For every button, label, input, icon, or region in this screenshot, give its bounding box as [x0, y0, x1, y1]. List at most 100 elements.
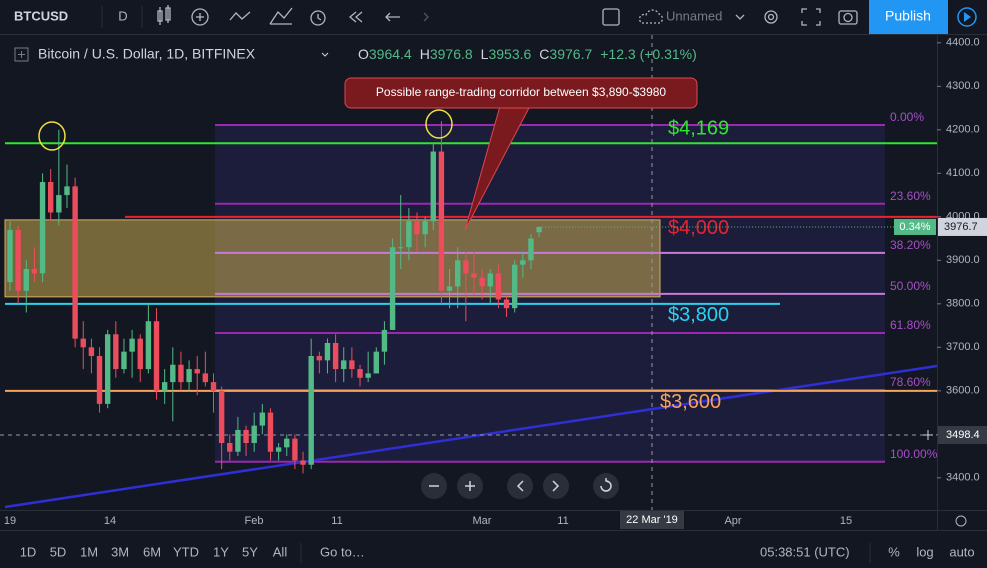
level-label: $3,600 — [660, 391, 721, 413]
candle-body — [235, 429, 241, 452]
play-icon[interactable] — [957, 7, 977, 27]
candle-body — [332, 342, 339, 370]
candle-body — [210, 382, 217, 391]
range-button[interactable]: 3M — [111, 544, 129, 559]
candle-body — [414, 221, 420, 235]
candle-body — [96, 356, 103, 404]
price-tag — [938, 217, 987, 236]
fullscreen-icon[interactable] — [801, 8, 821, 26]
snapshot-icon[interactable] — [838, 10, 858, 25]
goto-button[interactable]: Go to… — [320, 544, 365, 559]
candle-body — [349, 360, 355, 370]
chart-type-icon[interactable] — [157, 5, 171, 25]
candle-body — [373, 351, 379, 374]
y-tick-label: 4100.0 — [946, 167, 980, 179]
range-button[interactable]: 5Y — [242, 544, 258, 559]
crosshair-plus[interactable] — [923, 430, 933, 441]
publish-button[interactable] — [869, 0, 948, 34]
candle-body — [455, 260, 461, 287]
candle-body — [292, 438, 298, 461]
axis-settings[interactable] — [955, 515, 967, 527]
change-tag — [894, 218, 936, 235]
ohlc-value: 3964.4 — [369, 46, 412, 62]
crosshair-price-label: 3498.4 — [946, 429, 980, 441]
toolbar: BTCUSD D Unnamed Publish — [0, 0, 987, 35]
legend-toggle[interactable] — [14, 47, 29, 62]
redo-icon[interactable] — [423, 12, 429, 22]
candle-body — [48, 182, 54, 213]
cloud-icon — [638, 9, 664, 24]
candle-body — [259, 412, 266, 426]
x-tick-label: 19 — [4, 515, 16, 527]
candle-body — [202, 373, 209, 383]
candle-body — [31, 269, 38, 274]
candle-body — [178, 364, 184, 383]
nav-button[interactable] — [543, 473, 569, 499]
settings-icon[interactable] — [764, 10, 778, 24]
nav-button[interactable] — [507, 473, 533, 499]
fib-label: 23.60% — [890, 189, 931, 203]
legend: Bitcoin / U.S. Dollar, 1D, BITFINEX O396… — [14, 46, 697, 62]
highlight-circle — [38, 121, 66, 151]
candle-body — [520, 260, 526, 265]
level-label: $4,169 — [668, 118, 729, 140]
candle-body — [137, 338, 143, 370]
range-button[interactable]: 6M — [143, 544, 161, 559]
candle-body — [80, 338, 86, 348]
y-tick-label: 3600.0 — [946, 385, 980, 397]
range-button[interactable]: All — [273, 544, 288, 559]
range-button[interactable]: 1D — [20, 544, 37, 559]
y-tick-label: 3800.0 — [946, 298, 980, 310]
chevron[interactable] — [735, 14, 745, 20]
annotation-text: Possible range-trading corridor between … — [376, 85, 667, 99]
y-tick-label: 4400.0 — [946, 37, 980, 49]
nav-icon — [465, 481, 475, 491]
templates-icon[interactable] — [269, 7, 293, 25]
compare-icon[interactable] — [229, 11, 251, 21]
level-label: $3,800 — [668, 304, 729, 326]
scale-option[interactable]: log — [916, 544, 933, 559]
candle-body — [153, 321, 160, 391]
candle-body — [72, 186, 78, 339]
layout-icon[interactable] — [602, 8, 620, 26]
y-tick-label: 3400.0 — [946, 472, 980, 484]
nav-icon — [552, 480, 560, 492]
range-button[interactable]: 1Y — [213, 544, 229, 559]
scale-option[interactable]: auto — [949, 544, 974, 559]
ohlc-key: O — [358, 46, 369, 62]
play-triangle — [964, 12, 971, 22]
legend-title: Bitcoin / U.S. Dollar, 1D, BITFINEX — [38, 46, 256, 62]
candle-body — [161, 382, 168, 391]
highlight-circle — [425, 109, 453, 139]
range-button[interactable]: 1M — [80, 544, 98, 559]
nav-icon — [600, 478, 612, 492]
candle-body — [186, 369, 192, 383]
nav-icon — [516, 480, 524, 492]
ohlc-value: 3976.7 — [549, 46, 592, 62]
candle-body — [194, 369, 200, 374]
replay-icon[interactable] — [348, 11, 363, 23]
nav-button[interactable] — [593, 473, 619, 499]
trend-line — [4, 364, 938, 509]
symbol[interactable]: BTCUSD — [14, 8, 68, 23]
scale-option[interactable]: % — [888, 544, 900, 559]
x-tick-label: Feb — [245, 515, 264, 527]
candle-body — [170, 364, 176, 383]
range-button[interactable]: YTD — [173, 544, 199, 559]
interval[interactable]: D — [118, 8, 127, 23]
candle-body — [243, 429, 249, 444]
y-tick-label: 3900.0 — [946, 254, 980, 266]
candle-body — [463, 260, 469, 274]
legend-chevron[interactable] — [321, 52, 329, 57]
publish-label[interactable]: Publish — [885, 8, 931, 24]
candle-body — [113, 334, 119, 370]
indicators-icon[interactable] — [191, 8, 209, 26]
range-button[interactable]: 5D — [50, 544, 67, 559]
undo-icon[interactable] — [385, 12, 400, 22]
candle-body — [284, 438, 290, 448]
alert-icon[interactable] — [310, 10, 326, 26]
candle-body — [357, 369, 363, 378]
candle-body — [536, 226, 542, 233]
layout-name[interactable]: Unnamed — [666, 8, 722, 23]
plot: 0.00% 23.60% 38.20% 50.00% 61.80% 78.60% 100.0… — [0, 35, 987, 529]
